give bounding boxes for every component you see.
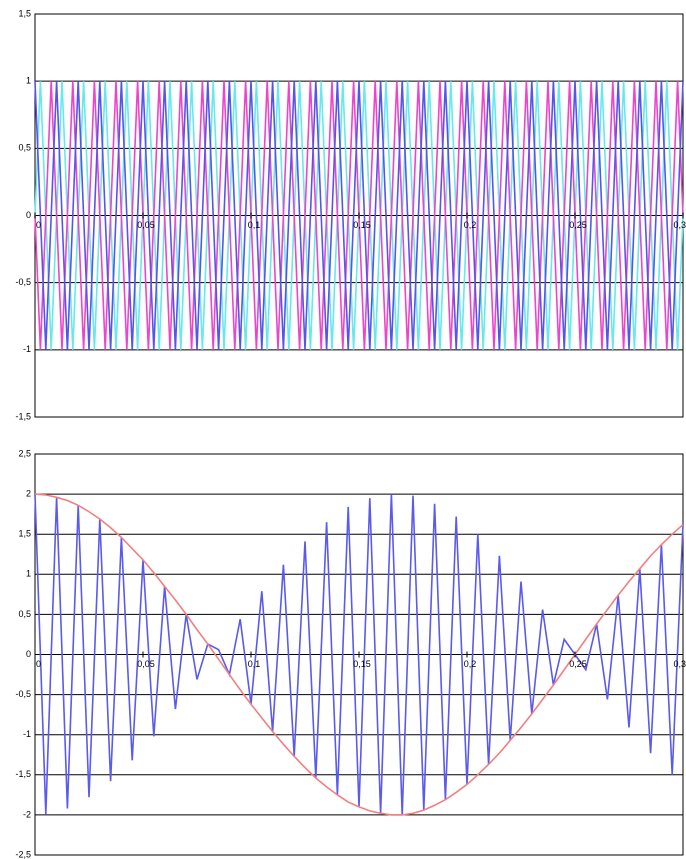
y-tick-label: 0 (26, 210, 31, 220)
y-tick-label: 1,5 (18, 529, 31, 539)
y-tick-label: -0,5 (15, 277, 31, 287)
y-tick-label: -1 (23, 344, 31, 354)
x-tick-label: 0,05 (137, 220, 155, 230)
y-tick-label: -1 (23, 729, 31, 739)
x-tick-label: 0,25 (569, 220, 587, 230)
x-tick-label: 0,15 (353, 659, 371, 669)
x-tick-label: 0,1 (248, 659, 261, 669)
y-tick-label: -2,5 (15, 849, 31, 859)
x-tick-label: 0,1 (248, 220, 261, 230)
x-tick-label: 0,2 (464, 659, 477, 669)
y-tick-label: -0,5 (15, 689, 31, 699)
y-tick-label: 0 (26, 649, 31, 659)
x-tick-label: 0,2 (464, 220, 477, 230)
x-tick-label: 0,3 (673, 220, 686, 230)
y-tick-label: 0,5 (18, 143, 31, 153)
y-tick-label: -1,5 (15, 769, 31, 779)
y-tick-label: -2 (23, 809, 31, 819)
x-tick-label: 0 (36, 659, 41, 669)
x-tick-label: 0,3 (673, 659, 686, 669)
x-tick-label: 0,25 (569, 659, 587, 669)
y-tick-label: 1 (26, 569, 31, 579)
series-line (34, 81, 684, 350)
y-tick-label: 0,5 (18, 609, 31, 619)
x-tick-label: 0,05 (137, 659, 155, 669)
y-tick-label: 1,5 (18, 8, 31, 18)
y-tick-label: -1,5 (15, 411, 31, 421)
y-tick-label: 1 (26, 76, 31, 86)
x-tick-label: 0,15 (353, 220, 371, 230)
x-tick-label: 0 (36, 220, 41, 230)
y-tick-label: 2,5 (18, 448, 31, 458)
y-tick-label: 2 (26, 488, 31, 498)
